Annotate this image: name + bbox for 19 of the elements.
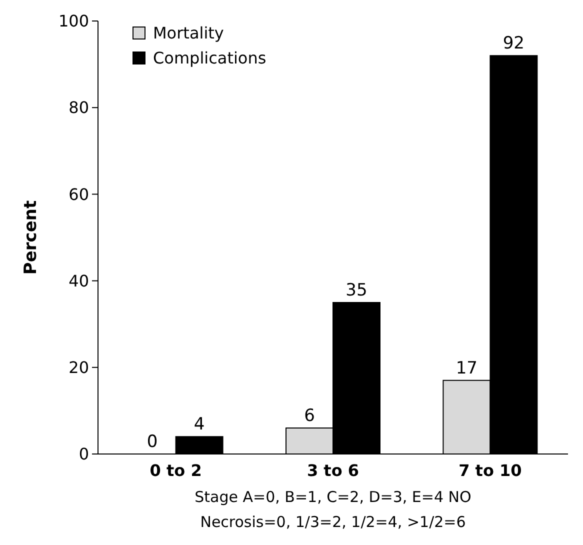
data-label: 0 xyxy=(146,432,158,452)
y-tick-label: 60 xyxy=(68,184,89,204)
y-tick-label: 0 xyxy=(78,444,89,464)
legend-label: Complications xyxy=(153,48,266,68)
x-axis-title: Stage A=0, B=1, C=2, D=3, E=4 NO Necrosis=0, 1/3=2, 1/2=4, >1/2=6 xyxy=(194,488,472,531)
data-label: 92 xyxy=(502,34,525,54)
data-label: 35 xyxy=(346,280,368,300)
x-tick-label: 0 to 2 xyxy=(150,461,202,480)
x-tick-label: 7 to 10 xyxy=(458,461,522,480)
data-label: 17 xyxy=(456,358,478,378)
data-label: 6 xyxy=(304,406,315,426)
y-tick-label: 100 xyxy=(58,12,89,31)
y-axis-title: Percent xyxy=(21,200,41,275)
y-tick-label: 40 xyxy=(68,271,89,290)
y-tick-label: 20 xyxy=(68,358,89,377)
x-tick-label: 3 to 6 xyxy=(306,461,360,480)
data-label: 4 xyxy=(194,414,205,435)
legend-label: Mortality xyxy=(153,24,224,43)
y-tick-label: 80 xyxy=(68,98,89,118)
